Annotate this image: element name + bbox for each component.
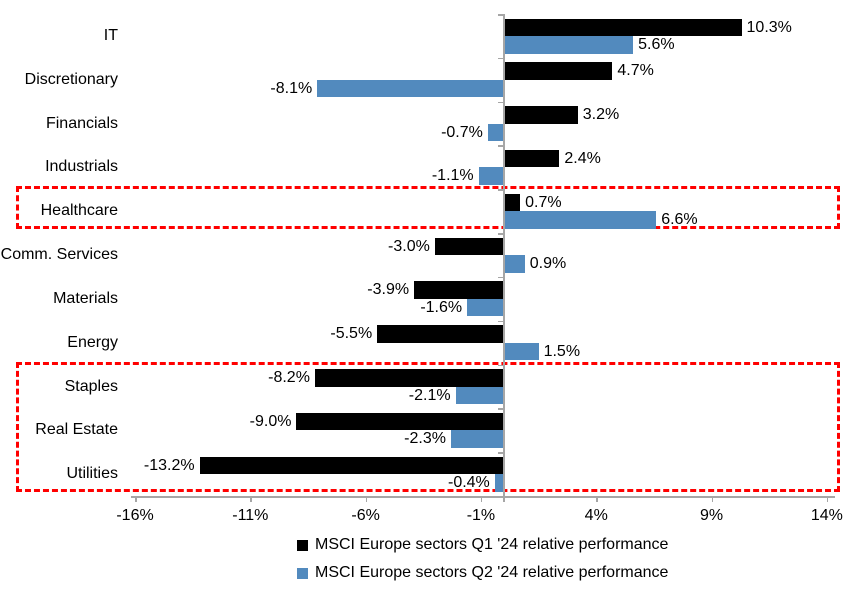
bar-value-label: -2.3% [404, 430, 446, 448]
bar-value-label: -3.0% [388, 237, 430, 255]
bar-value-label: -13.2% [143, 456, 195, 474]
category-label: Staples [64, 377, 118, 395]
category-label: Comm. Services [0, 246, 118, 264]
x-tick-label: 9% [699, 507, 724, 524]
legend-item-q2: MSCI Europe sectors Q2 '24 relative perf… [297, 564, 668, 582]
category-tick-mark [498, 233, 504, 235]
category-tick-mark [498, 408, 504, 410]
bar-value-label: 1.5% [543, 342, 581, 360]
bar-value-label: -8.1% [270, 79, 313, 97]
x-tick-mark [135, 496, 137, 502]
bar-value-label: 4.7% [617, 62, 654, 80]
bar-q1 [504, 18, 742, 36]
category-label: Energy [67, 333, 118, 351]
category-label: Discretionary [24, 70, 118, 88]
value-axis-line [131, 496, 835, 498]
bar-value-label: -9.0% [249, 412, 292, 430]
x-tick-mark [826, 496, 829, 502]
category-tick-mark [498, 57, 504, 60]
bar-q1 [504, 62, 613, 80]
x-tick-label: -16% [116, 507, 154, 524]
legend-swatch-q1-icon [297, 539, 308, 551]
bar-q1 [504, 106, 578, 124]
x-tick-mark [596, 496, 598, 502]
bar-q2 [504, 211, 657, 229]
bar-value-label: -2.1% [408, 386, 451, 404]
bar-q1 [414, 281, 504, 299]
legend-label-q1: MSCI Europe sectors Q1 '24 relative perf… [315, 536, 669, 553]
bar-value-label: -1.6% [420, 298, 463, 316]
x-tick-label: -6% [351, 507, 380, 524]
bar-value-label: -3.9% [367, 281, 410, 299]
bar-q2 [504, 36, 634, 54]
category-label: Real Estate [35, 421, 118, 439]
bar-q1 [296, 412, 504, 431]
bar-q2 [450, 430, 504, 448]
category-tick-mark [498, 452, 504, 454]
x-tick-mark [711, 496, 714, 502]
category-label: IT [103, 27, 118, 44]
highlight-box [16, 361, 840, 492]
bar-q1 [504, 193, 521, 212]
category-label: Healthcare [40, 202, 118, 220]
legend-item-q1: MSCI Europe sectors Q1 '24 relative perf… [297, 536, 668, 554]
legend-label-q2: MSCI Europe sectors Q2 '24 relative perf… [315, 564, 669, 581]
category-tick-mark [498, 14, 504, 16]
category-tick-mark [498, 364, 504, 367]
category-tick-mark [498, 320, 504, 323]
bar-value-label: -1.1% [431, 167, 474, 185]
bar-value-label: 6.6% [661, 211, 698, 229]
bar-value-label: 0.7% [525, 193, 562, 211]
category-label: Financials [45, 114, 118, 132]
bar-q1 [504, 149, 560, 168]
x-tick-mark [365, 496, 368, 502]
bar-q2 [478, 167, 504, 185]
bar-q2 [455, 386, 504, 405]
legend-swatch-q2-icon [297, 567, 308, 579]
bar-q2 [467, 298, 504, 317]
category-tick-mark [498, 189, 504, 191]
bar-value-label: -8.2% [268, 369, 310, 387]
category-label: Industrials [45, 158, 118, 176]
category-tick-mark [498, 145, 504, 147]
bar-value-label: 5.6% [638, 36, 675, 53]
highlight-box [16, 186, 840, 230]
x-tick-label: -11% [232, 507, 269, 524]
category-axis-line [503, 14, 505, 502]
bar-q1 [314, 369, 504, 387]
x-tick-mark [250, 496, 252, 502]
category-tick-mark [498, 101, 504, 104]
bar-q2 [494, 474, 504, 492]
bar-q2 [504, 342, 539, 361]
x-tick-label: 4% [584, 507, 608, 524]
x-tick-label: -1% [466, 507, 496, 524]
bar-value-label: 0.9% [529, 255, 567, 273]
bar-value-label: 10.3% [746, 18, 792, 36]
bar-q2 [317, 79, 504, 98]
category-tick-mark [498, 276, 504, 279]
bar-value-label: -5.5% [330, 325, 373, 343]
bar-q1 [199, 456, 504, 475]
x-tick-mark [480, 496, 483, 502]
category-label: Utilities [66, 465, 118, 483]
bar-value-label: 3.2% [582, 106, 620, 124]
x-tick-label: 14% [810, 507, 843, 524]
bar-q1 [377, 325, 504, 343]
bar-value-label: -0.7% [441, 123, 483, 141]
bar-value-label: -0.4% [447, 474, 490, 492]
bar-q1 [434, 237, 504, 256]
bar-q2 [504, 255, 525, 273]
bar-q2 [487, 123, 504, 142]
category-label: Materials [53, 289, 118, 307]
bar-value-label: 2.4% [564, 149, 601, 167]
